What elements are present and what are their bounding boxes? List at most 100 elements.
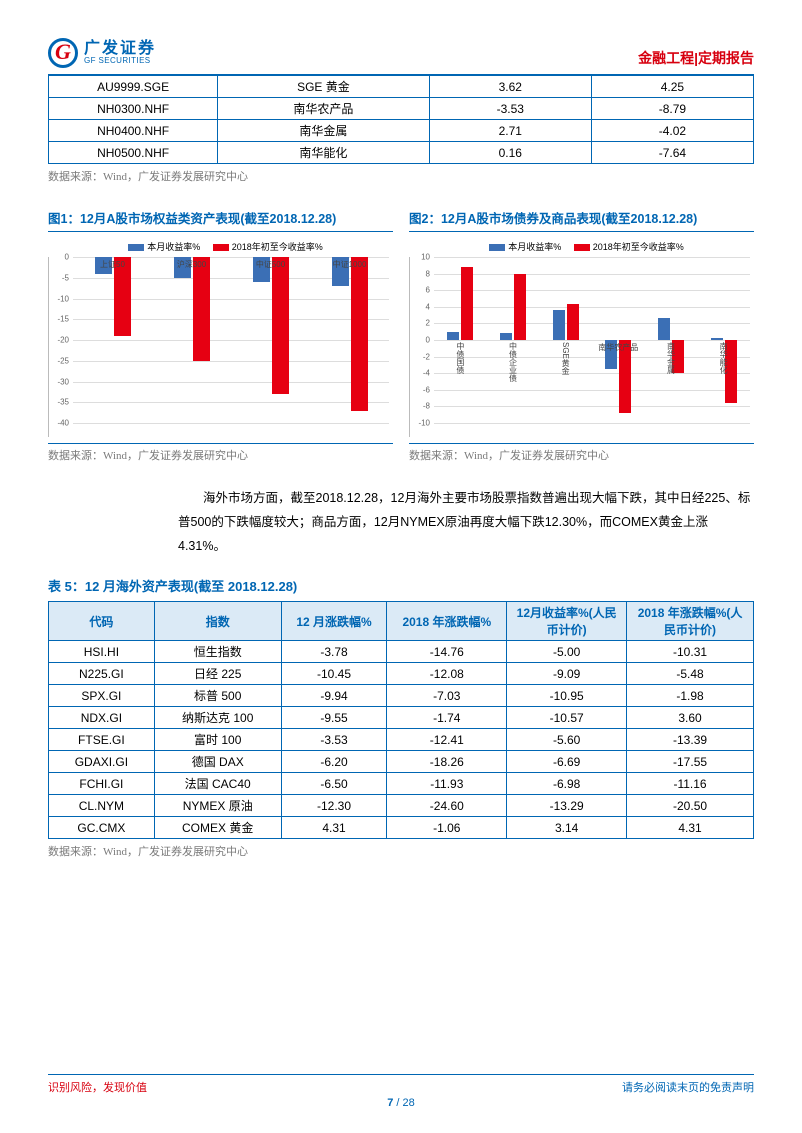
table-cell: SPX.GI	[49, 685, 155, 707]
y-axis-label: 0	[408, 336, 430, 345]
bar-group: SGE黄金	[553, 257, 579, 423]
table-cell: -6.50	[281, 773, 387, 795]
table-cell: -6.69	[507, 751, 627, 773]
table-row: NH0400.NHF南华金属2.71-4.02	[49, 120, 754, 142]
table-header-cell: 2018 年涨跌幅%	[387, 602, 507, 641]
category-label: 中证500	[256, 259, 285, 270]
table-header-cell: 2018 年涨跌幅%(人民币计价)	[627, 602, 754, 641]
chart2-title: 图2：12月A股市场债券及商品表现(截至2018.12.28)	[409, 208, 754, 232]
table-cell: -12.30	[281, 795, 387, 817]
table-cell: FCHI.GI	[49, 773, 155, 795]
table-cell: CL.NYM	[49, 795, 155, 817]
table-cell: -11.16	[627, 773, 754, 795]
table-cell: -10.57	[507, 707, 627, 729]
table-cell: 4.25	[591, 76, 753, 98]
table-cell: 富时 100	[154, 729, 281, 751]
bar	[514, 274, 526, 340]
category-label: 沪深300	[177, 259, 206, 270]
table-cell: -1.06	[387, 817, 507, 839]
table-cell: -7.64	[591, 142, 753, 164]
table-row: AU9999.SGESGE 黄金3.624.25	[49, 76, 754, 98]
table-cell: 南华金属	[218, 120, 430, 142]
table-row: FTSE.GI富时 100-3.53-12.41-5.60-13.39	[49, 729, 754, 751]
table-row: NDX.GI纳斯达克 100-9.55-1.74-10.573.60	[49, 707, 754, 729]
table-cell: SGE 黄金	[218, 76, 430, 98]
table-cell: -12.41	[387, 729, 507, 751]
y-axis-label: -20	[47, 336, 69, 345]
table-cell: NYMEX 原油	[154, 795, 281, 817]
table-cell: -3.78	[281, 641, 387, 663]
bar	[567, 304, 579, 340]
category-label: 南华能化	[718, 342, 729, 374]
table-cell: AU9999.SGE	[49, 76, 218, 98]
header-category: 金融工程|定期报告	[638, 48, 754, 68]
legend-swatch-icon	[489, 244, 505, 251]
y-axis-label: -5	[47, 273, 69, 282]
logo-cn: 广发证券	[84, 41, 156, 57]
chart2-source: 数据来源：Wind，广发证券发展研究中心	[409, 443, 754, 463]
legend-label: 2018年初至今收益率%	[593, 242, 684, 252]
legend-swatch-icon	[213, 244, 229, 251]
bar-group: 南华金属	[658, 257, 684, 423]
table-cell: -4.02	[591, 120, 753, 142]
logo-en: GF SECURITIES	[84, 57, 156, 65]
y-axis-label: 4	[408, 302, 430, 311]
table-cell: -24.60	[387, 795, 507, 817]
table-cell: 4.31	[281, 817, 387, 839]
table-cell: -18.26	[387, 751, 507, 773]
chart2: 图2：12月A股市场债券及商品表现(截至2018.12.28) 本月收益率% 2…	[409, 208, 754, 463]
y-axis-label: -35	[47, 398, 69, 407]
table-header-cell: 12 月涨跌幅%	[281, 602, 387, 641]
y-axis-label: -4	[408, 369, 430, 378]
table-row: NH0500.NHF南华能化0.16-7.64	[49, 142, 754, 164]
table-cell: 日经 225	[154, 663, 281, 685]
footer-left: 识别风险，发现价值	[48, 1079, 147, 1095]
table-cell: GDAXI.GI	[49, 751, 155, 773]
bar-group: 上证50	[95, 257, 131, 423]
y-axis-label: 0	[47, 253, 69, 262]
chart1-legend: 本月收益率% 2018年初至今收益率%	[48, 240, 393, 253]
logo-icon	[48, 38, 78, 68]
table-cell: N225.GI	[49, 663, 155, 685]
table-cell: 3.14	[507, 817, 627, 839]
bar-group: 南华能化	[711, 257, 737, 423]
category-label: 上证50	[100, 259, 125, 270]
bar-group: 南华农产品	[605, 257, 631, 423]
table-cell: -20.50	[627, 795, 754, 817]
table5-title: 表 5：12 月海外资产表现(截至 2018.12.28)	[48, 576, 754, 595]
bar	[447, 332, 459, 340]
table-cell: FTSE.GI	[49, 729, 155, 751]
table-cell: 2.71	[429, 120, 591, 142]
logo-block: 广发证券 GF SECURITIES	[48, 38, 156, 68]
table-cell: NDX.GI	[49, 707, 155, 729]
y-axis-label: 8	[408, 269, 430, 278]
bar	[272, 257, 289, 394]
chart1: 图1：12月A股市场权益类资产表现(截至2018.12.28) 本月收益率% 2…	[48, 208, 393, 463]
y-axis-label: 2	[408, 319, 430, 328]
y-axis-label: -25	[47, 356, 69, 365]
y-axis-label: 10	[408, 253, 430, 262]
bar	[193, 257, 210, 361]
chart1-title: 图1：12月A股市场权益类资产表现(截至2018.12.28)	[48, 208, 393, 232]
legend-label: 本月收益率%	[147, 242, 200, 252]
table-cell: COMEX 黄金	[154, 817, 281, 839]
table-cell: -9.55	[281, 707, 387, 729]
legend-swatch-icon	[574, 244, 590, 251]
table-cell: 3.60	[627, 707, 754, 729]
table-header-cell: 指数	[154, 602, 281, 641]
bar-group: 中证500	[253, 257, 289, 423]
table-cell: NH0500.NHF	[49, 142, 218, 164]
bar-group: 中债企业债	[500, 257, 526, 423]
table-cell: NH0300.NHF	[49, 98, 218, 120]
bar	[351, 257, 368, 411]
y-axis-label: -15	[47, 315, 69, 324]
category-label: SGE黄金	[560, 342, 571, 375]
y-axis-label: -6	[408, 385, 430, 394]
table-cell: -9.94	[281, 685, 387, 707]
bar-group: 中债国债	[447, 257, 473, 423]
table-row: SPX.GI标普 500-9.94-7.03-10.95-1.98	[49, 685, 754, 707]
table-cell: -12.08	[387, 663, 507, 685]
category-label: 中证1000	[333, 259, 367, 270]
bar	[711, 338, 723, 340]
bar-group: 中证1000	[332, 257, 368, 423]
